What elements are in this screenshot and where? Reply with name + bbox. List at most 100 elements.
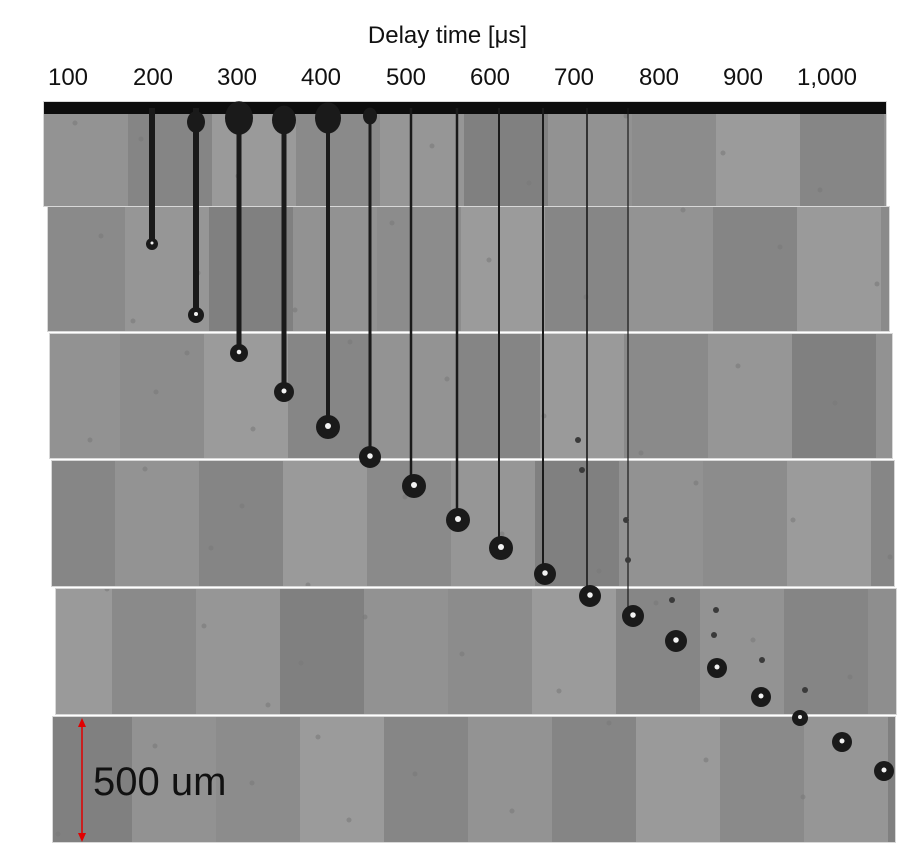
background-band xyxy=(364,589,448,714)
satellite-fragment xyxy=(669,597,675,603)
background-band xyxy=(50,334,120,458)
dust-speck xyxy=(130,318,136,324)
jet-root xyxy=(315,102,341,134)
jet-root xyxy=(225,101,253,135)
dust-speck xyxy=(623,113,629,119)
background-band xyxy=(624,334,708,458)
background-band xyxy=(293,207,377,331)
delay-label-200: 200 xyxy=(132,64,174,91)
delay-label-500: 500 xyxy=(385,64,427,91)
background-band xyxy=(44,102,128,206)
satellite-fragment xyxy=(711,632,717,638)
dust-speck xyxy=(596,568,602,574)
dust-speck xyxy=(509,808,515,814)
satellite-fragment xyxy=(579,467,585,473)
delay-label-800: 800 xyxy=(638,64,680,91)
dust-speck xyxy=(556,688,562,694)
satellite-fragment xyxy=(575,437,581,443)
dust-speck xyxy=(152,743,158,749)
background-band xyxy=(132,717,216,842)
background-band xyxy=(283,461,367,586)
background-band xyxy=(800,102,884,206)
image-frame-5 xyxy=(56,589,896,714)
background-band xyxy=(884,102,886,206)
background-band xyxy=(548,102,632,206)
droplet-highlight xyxy=(411,482,417,488)
dust-speck xyxy=(239,503,245,509)
droplet-highlight xyxy=(367,453,373,459)
background-band xyxy=(532,589,616,714)
dust-speck xyxy=(201,623,207,629)
background-band xyxy=(280,589,364,714)
background-band xyxy=(384,717,468,842)
background-band xyxy=(792,334,876,458)
background-band xyxy=(784,589,868,714)
jet-root xyxy=(363,107,377,125)
dust-speck xyxy=(292,307,298,313)
dust-speck xyxy=(680,207,686,213)
droplet-highlight xyxy=(455,516,461,522)
satellite-fragment xyxy=(759,657,765,663)
background-band xyxy=(461,207,545,331)
dust-speck xyxy=(347,339,353,345)
droplet-highlight xyxy=(587,592,593,598)
background-band xyxy=(713,207,797,331)
dust-speck xyxy=(104,589,110,592)
dust-speck xyxy=(653,600,659,606)
background-band xyxy=(881,207,889,331)
dust-speck xyxy=(138,136,144,142)
background-band xyxy=(372,334,456,458)
delay-label-400: 400 xyxy=(300,64,342,91)
background-band xyxy=(53,717,132,842)
droplet-highlight xyxy=(325,423,331,429)
background-band xyxy=(619,461,703,586)
dust-speck xyxy=(346,817,352,823)
scale-bar-label: 500 um xyxy=(93,760,227,804)
background-band xyxy=(629,207,713,331)
droplet-highlight xyxy=(498,544,504,550)
droplet-highlight xyxy=(881,767,887,773)
dust-speck xyxy=(703,757,709,763)
dust-speck xyxy=(265,702,271,708)
background-band xyxy=(115,461,199,586)
image-frame-6 xyxy=(53,717,895,842)
dust-speck xyxy=(142,466,148,472)
background-band xyxy=(708,334,792,458)
dust-speck xyxy=(72,120,78,126)
background-band xyxy=(377,207,461,331)
background-band xyxy=(716,102,800,206)
nozzle-film xyxy=(44,102,886,114)
dust-speck xyxy=(486,257,492,263)
background-band xyxy=(632,102,716,206)
dust-speck xyxy=(389,220,395,226)
droplet-highlight xyxy=(281,388,287,394)
delay-label-1000: 1,000 xyxy=(796,64,858,91)
satellite-fragment xyxy=(625,557,631,563)
dust-speck xyxy=(429,143,435,149)
dust-speck xyxy=(499,531,505,537)
background-band xyxy=(797,207,881,331)
delay-label-100: 100 xyxy=(47,64,89,91)
background-band xyxy=(871,461,894,586)
droplet-highlight xyxy=(236,349,242,355)
background-band xyxy=(468,717,552,842)
dust-speck xyxy=(777,244,783,250)
dust-speck xyxy=(55,831,61,837)
dust-speck xyxy=(750,637,756,643)
dust-speck xyxy=(800,794,806,800)
background-band xyxy=(540,334,624,458)
jet-root xyxy=(272,105,296,135)
dust-speck xyxy=(526,180,532,186)
dust-speck xyxy=(98,233,104,239)
dust-speck xyxy=(402,494,408,500)
scale-bar-arrow-top xyxy=(78,718,86,727)
satellite-fragment xyxy=(623,517,629,523)
dust-speck xyxy=(305,582,311,586)
background-band xyxy=(216,717,300,842)
background-band xyxy=(56,589,112,714)
dust-speck xyxy=(87,437,93,443)
satellite-fragment xyxy=(802,687,808,693)
dust-speck xyxy=(362,614,368,620)
droplet-highlight xyxy=(798,715,802,719)
